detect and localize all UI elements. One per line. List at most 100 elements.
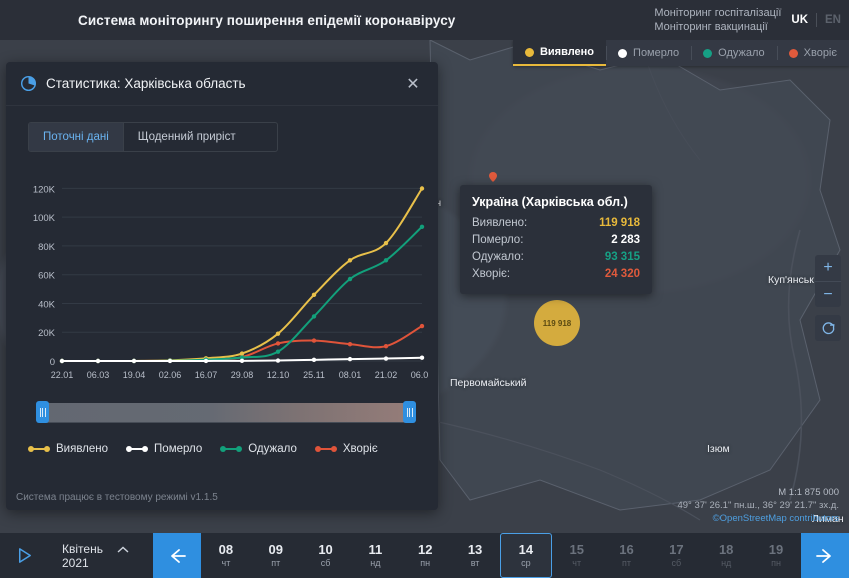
map-legend-tabs: Виявлено Померло Одужало Хворіє xyxy=(512,40,849,66)
tooltip-label: Хворіє: xyxy=(472,268,511,280)
map-legend-died[interactable]: Померло xyxy=(606,40,691,66)
tab-current-data[interactable]: Поточні дані xyxy=(29,123,123,151)
chart-point xyxy=(275,331,281,336)
day-cell-12[interactable]: 12 пн xyxy=(400,533,450,578)
x-axis-tick: 21.02 xyxy=(375,370,398,380)
chart-legend-active[interactable]: Хворіє xyxy=(314,443,378,455)
day-cell-10[interactable]: 10 сб xyxy=(301,533,351,578)
day-cell-18[interactable]: 18 нд xyxy=(701,533,751,578)
next-period-button[interactable] xyxy=(801,533,849,578)
chart-legend-label: Померло xyxy=(154,443,203,455)
month-label: Квітень xyxy=(62,541,103,556)
map-refresh-button[interactable] xyxy=(815,315,841,341)
tooltip-label: Одужало: xyxy=(472,251,524,263)
link-vaccination-monitoring[interactable]: Моніторинг вакцинації xyxy=(654,21,768,33)
day-weekday: пн xyxy=(420,558,431,568)
tooltip-label: Виявлено: xyxy=(472,217,528,229)
chart-point xyxy=(419,355,425,360)
map-legend-active[interactable]: Хворіє xyxy=(776,40,849,66)
day-weekday: сб xyxy=(671,558,682,568)
year-label: 2021 xyxy=(62,555,89,570)
chart-point xyxy=(167,358,173,364)
day-cell-16[interactable]: 16 пт xyxy=(602,533,652,578)
zoom-in-button[interactable]: + xyxy=(823,259,833,276)
statistics-panel: Статистика: Харківська область ✕ Поточні… xyxy=(6,62,438,510)
day-cell-14[interactable]: 14 ср xyxy=(499,533,552,578)
day-number: 15 xyxy=(569,542,584,557)
range-slider-handle-right[interactable] xyxy=(403,401,416,423)
refresh-icon xyxy=(822,321,834,334)
map-attribution[interactable]: ©OpenStreetMap contributors xyxy=(712,513,839,524)
day-number: 09 xyxy=(268,542,283,557)
map-case-marker-label: 119 918 xyxy=(542,318,572,328)
header-right: Моніторинг госпіталізації Моніторинг вак… xyxy=(654,0,841,40)
x-axis-tick: 02.06 xyxy=(159,370,182,380)
chart-point xyxy=(347,276,353,282)
map-legend-label: Хворіє xyxy=(803,47,837,59)
day-cell-08[interactable]: 08 чт xyxy=(201,533,251,578)
day-cell-11[interactable]: 11 нд xyxy=(350,533,400,578)
chart-point xyxy=(419,224,425,229)
dot-icon xyxy=(618,48,628,58)
tab-daily-increase[interactable]: Щоденний приріст xyxy=(122,123,250,151)
lang-uk[interactable]: UK xyxy=(791,14,809,26)
lang-en[interactable]: EN xyxy=(825,14,841,26)
play-button[interactable] xyxy=(0,533,48,578)
tooltip-title: Україна (Харківська обл.) xyxy=(472,195,628,209)
range-slider-handle-left[interactable] xyxy=(36,401,49,423)
app-header: Система моніторингу поширення епідемії к… xyxy=(0,0,849,40)
range-slider-track[interactable] xyxy=(42,403,410,422)
chart-legend-died[interactable]: Померло xyxy=(126,443,202,455)
link-hospitalization-monitoring[interactable]: Моніторинг госпіталізації xyxy=(654,7,782,19)
chart-legend-recovered[interactable]: Одужало xyxy=(220,443,297,455)
chart-point xyxy=(275,341,281,346)
chart-point xyxy=(275,349,281,354)
chevron-up-icon[interactable] xyxy=(117,545,129,557)
y-axis-tick: 120K xyxy=(33,184,56,195)
y-axis-tick: 60K xyxy=(38,271,56,282)
day-number: 17 xyxy=(669,542,684,557)
map-legend-label: Виявлено xyxy=(539,46,595,58)
day-number: 16 xyxy=(619,542,634,557)
day-weekday: сб xyxy=(320,558,331,568)
play-icon xyxy=(18,548,31,563)
tooltip-row-died: Померло: 2 283 xyxy=(472,232,640,249)
day-number: 19 xyxy=(768,542,784,557)
chart-point xyxy=(311,314,317,319)
prev-period-button[interactable] xyxy=(153,533,201,578)
map-legend-label: Одужало xyxy=(718,47,765,59)
chart-point xyxy=(239,358,245,364)
chart-point xyxy=(311,292,317,298)
tooltip-row-detected: Виявлено: 119 918 xyxy=(472,215,640,232)
chart-legend-label: Одужало xyxy=(248,443,297,455)
map-legend-detected[interactable]: Виявлено xyxy=(512,40,607,66)
day-cell-09[interactable]: 09 пт xyxy=(251,533,301,578)
y-axis-tick: 20K xyxy=(38,328,56,339)
timeline-bar: Квітень 2021 08 чт 09 пт 10 сб 11 нд 12 пн 13 вт 14 с… xyxy=(0,533,849,578)
month-selector[interactable]: Квітень 2021 xyxy=(48,533,153,578)
close-icon[interactable]: ✕ xyxy=(406,75,420,93)
day-cell-17[interactable]: 17 сб xyxy=(651,533,701,578)
panel-footer-note: Система працює в тестовому режимі v1.1.5 xyxy=(16,492,218,503)
day-cell-13[interactable]: 13 вт xyxy=(450,533,500,578)
dot-icon xyxy=(703,48,713,58)
day-weekday: нд xyxy=(370,558,381,568)
day-number: 08 xyxy=(218,542,234,557)
tooltip-row-active: Хворіє: 24 320 xyxy=(472,266,640,283)
tooltip-value: 119 918 xyxy=(599,217,640,229)
x-axis-tick: 06.04 xyxy=(411,370,428,380)
map-legend-recovered[interactable]: Одужало xyxy=(691,40,777,66)
chart-point xyxy=(383,343,389,349)
chart-point xyxy=(383,356,389,361)
day-cell-15[interactable]: 15 чт xyxy=(552,533,602,578)
map-case-marker[interactable]: 119 918 xyxy=(534,300,580,346)
day-number: 10 xyxy=(318,542,333,557)
chart-range-slider[interactable] xyxy=(36,399,416,425)
day-cell-19[interactable]: 19 пн xyxy=(751,533,801,578)
chart-legend-detected[interactable]: Виявлено xyxy=(28,443,108,455)
zoom-out-button[interactable]: − xyxy=(815,281,841,307)
map-tooltip: Україна (Харківська обл.) Виявлено: 119 … xyxy=(460,185,652,294)
statistics-chart[interactable]: 0 20K 40K 60K 80K 100K 120K 22.01 06.03 19.04 02.0… xyxy=(16,166,428,391)
line-marker-icon xyxy=(220,445,243,454)
